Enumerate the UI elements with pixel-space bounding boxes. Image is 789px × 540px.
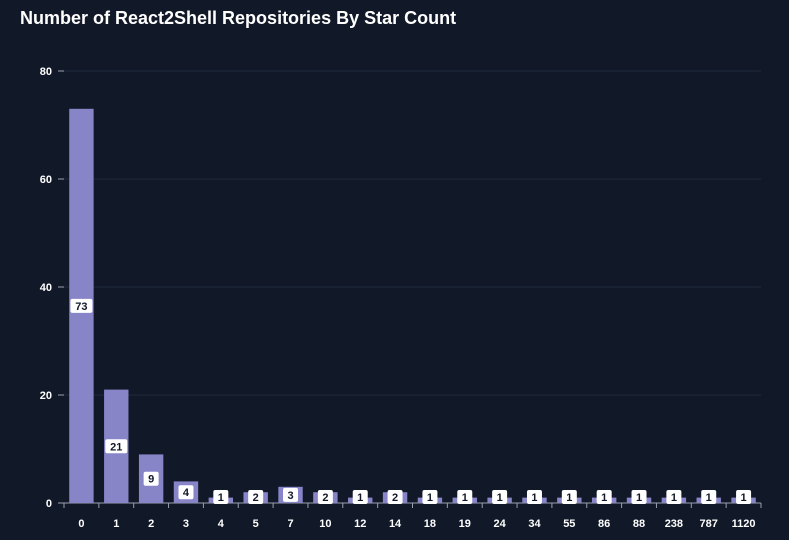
x-tick-label-4: 4 — [218, 518, 225, 530]
data-label-box-12 — [352, 490, 368, 504]
axes — [58, 70, 762, 508]
data-label-24: 1 — [497, 492, 503, 504]
data-label-5: 2 — [253, 492, 259, 504]
data-label-1120: 1 — [741, 492, 747, 504]
data-label-box-24 — [492, 490, 508, 504]
data-label-box-19 — [457, 490, 473, 504]
y-tick-label-80: 80 — [40, 66, 52, 78]
data-label-box-86 — [596, 490, 612, 504]
data-label-box-787 — [701, 490, 717, 504]
data-label-10: 2 — [322, 492, 328, 504]
x-tick-label-14: 14 — [389, 518, 402, 530]
data-label-2: 9 — [148, 474, 154, 486]
x-tick-label-3: 3 — [183, 518, 189, 530]
data-label-14: 2 — [392, 492, 398, 504]
y-tick-label-40: 40 — [40, 282, 52, 294]
x-tick-label-86: 86 — [598, 518, 610, 530]
data-label-box-10 — [317, 490, 333, 504]
x-tick-label-787: 787 — [700, 518, 718, 530]
data-label-3: 4 — [183, 487, 190, 499]
x-tick-label-34: 34 — [528, 518, 541, 530]
x-tick-label-10: 10 — [319, 518, 331, 530]
data-label-box-7 — [283, 487, 299, 502]
x-tick-label-19: 19 — [459, 518, 471, 530]
x-tick-label-5: 5 — [253, 518, 259, 530]
data-label-19: 1 — [462, 492, 468, 504]
data-label-box-4 — [213, 490, 229, 504]
data-label-box-2 — [143, 471, 159, 486]
chart-title: Number of React2Shell Repositories By St… — [20, 8, 457, 28]
data-label-34: 1 — [531, 492, 537, 504]
data-label-box-14 — [387, 490, 403, 504]
x-tick-label-12: 12 — [354, 518, 366, 530]
y-tick-label-60: 60 — [40, 174, 52, 186]
data-label-88: 1 — [636, 492, 642, 504]
y-tick-label-0: 0 — [46, 498, 52, 510]
y-tick-label-20: 20 — [40, 390, 52, 402]
x-tick-label-88: 88 — [633, 518, 645, 530]
data-label-box-238 — [666, 490, 682, 504]
x-tick-label-18: 18 — [424, 518, 436, 530]
bars — [69, 108, 756, 504]
data-label-box-5 — [248, 490, 264, 504]
data-label-box-1 — [105, 439, 128, 454]
data-label-box-18 — [422, 490, 438, 504]
x-tick-label-238: 238 — [665, 518, 683, 530]
data-label-box-1120 — [736, 490, 752, 504]
x-tick-label-1120: 1120 — [732, 518, 756, 530]
data-label-86: 1 — [601, 492, 607, 504]
x-tick-label-2: 2 — [148, 518, 154, 530]
data-label-0: 73 — [75, 301, 87, 313]
data-label-12: 1 — [357, 492, 363, 504]
data-label-4: 1 — [218, 492, 224, 504]
data-label-1: 21 — [110, 441, 122, 453]
data-label-787: 1 — [706, 492, 712, 504]
data-label-box-34 — [526, 490, 542, 504]
x-tick-label-55: 55 — [563, 518, 575, 530]
data-label-box-55 — [561, 490, 577, 504]
data-label-55: 1 — [566, 492, 572, 504]
x-tick-label-1: 1 — [113, 518, 119, 530]
x-tick-label-24: 24 — [494, 518, 507, 530]
data-label-box-88 — [631, 490, 647, 504]
x-tick-label-0: 0 — [78, 518, 84, 530]
data-label-box-0 — [70, 298, 93, 313]
data-label-box-3 — [178, 485, 194, 500]
x-tick-label-7: 7 — [287, 518, 293, 530]
grid-lines — [64, 70, 761, 396]
data-label-18: 1 — [427, 492, 433, 504]
data-label-7: 3 — [287, 490, 293, 502]
data-label-238: 1 — [671, 492, 677, 504]
